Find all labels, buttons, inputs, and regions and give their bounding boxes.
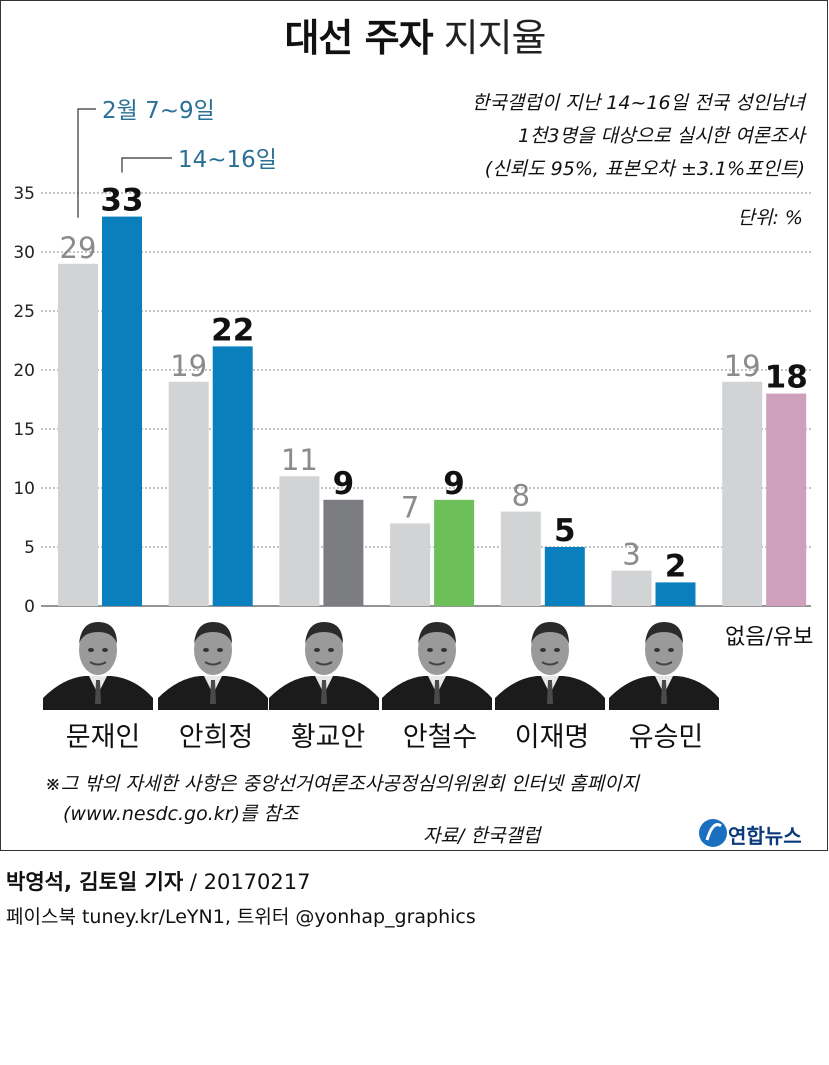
y-tick-label: 25	[13, 302, 35, 322]
candidate-name: 유승민	[628, 722, 704, 753]
chart-title: 대선 주자 지지율	[1, 7, 829, 62]
candidate-name: 안철수	[402, 722, 478, 753]
y-tick-label: 20	[13, 361, 35, 381]
data-label-prev: 7	[401, 490, 419, 524]
bar-curr	[766, 393, 807, 606]
data-label-curr: 33	[100, 183, 143, 219]
title-bold: 대선 주자	[284, 16, 433, 60]
portrait-silhouette-icon	[43, 614, 153, 710]
data-label-prev: 3	[622, 538, 640, 572]
bar-curr	[323, 499, 364, 606]
data-label-curr: 9	[443, 466, 465, 502]
bar-prev	[168, 381, 209, 606]
candidate-photo-ahn-cheolsoo	[382, 614, 492, 710]
bar-prev	[279, 476, 320, 606]
data-label-curr: 22	[211, 312, 254, 348]
survey-description: 한국갤럽이 지난 14~16일 전국 성인남녀 1천3명을 대상으로 실시한 여…	[472, 87, 805, 186]
candidate-photo-ahn-heejung	[158, 614, 268, 710]
logo-text: 연합뉴스	[728, 824, 802, 848]
source-label: 자료/ 한국갤럽	[423, 825, 541, 847]
portrait-silhouette-icon	[382, 614, 492, 710]
yonhap-logo-icon	[699, 819, 727, 847]
candidate-name: 문재인	[65, 722, 141, 753]
footnote-url: (www.nesdc.go.kr)를 참조	[63, 803, 299, 825]
data-label-prev: 29	[60, 231, 97, 265]
subtitle-line: 1천3명을 대상으로 실시한 여론조사	[517, 125, 805, 147]
legend-leader-curr	[121, 157, 172, 173]
byline: 박영석, 김토일 기자 / 20170217	[6, 866, 310, 896]
data-label-curr: 2	[665, 548, 687, 584]
bar-curr	[434, 499, 475, 606]
bar-curr	[544, 547, 585, 606]
bar-prev	[611, 570, 652, 606]
portrait-silhouette-icon	[609, 614, 719, 710]
y-tick-label: 5	[24, 538, 35, 558]
data-label-curr: 5	[554, 513, 576, 549]
bar-prev	[500, 511, 541, 606]
data-label-prev: 11	[281, 443, 318, 477]
candidate-name: 안희정	[178, 722, 254, 753]
data-label-prev: 8	[512, 479, 530, 513]
chart-frame: 대선 주자 지지율 한국갤럽이 지난 14~16일 전국 성인남녀 1천3명을 …	[0, 0, 828, 851]
bar-curr	[212, 346, 253, 606]
footnote: ※그 밖의 자세한 사항은 중앙선거여론조사공정심의위원회 인터넷 홈페이지	[45, 773, 640, 795]
unit-label: 단위: %	[737, 207, 803, 229]
byline-date: / 20170217	[183, 870, 311, 894]
legend-prev: 2월 7~9일	[102, 98, 215, 124]
candidate-photo-yoo	[609, 614, 719, 710]
portrait-silhouette-icon	[495, 614, 605, 710]
legend-curr: 14~16일	[178, 147, 277, 173]
bar-curr	[655, 582, 696, 606]
bar-prev	[722, 381, 763, 606]
social-links: 페이스북 tuney.kr/LeYN1, 트위터 @yonhap_graphic…	[6, 906, 476, 928]
subtitle-line: 한국갤럽이 지난 14~16일 전국 성인남녀	[471, 92, 805, 114]
data-label-prev: 19	[724, 349, 761, 383]
subtitle-line: (신뢰도 95%, 표본오차 ±3.1%포인트)	[484, 158, 805, 180]
data-label-curr: 9	[333, 466, 355, 502]
y-tick-label: 15	[13, 420, 35, 440]
y-tick-label: 10	[13, 479, 35, 499]
legend-leader-prev	[77, 108, 96, 218]
candidate-photo-lee	[495, 614, 605, 710]
data-label-curr: 18	[765, 360, 808, 396]
category-undecided: 없음/유보	[725, 625, 814, 650]
bar-curr	[102, 216, 142, 606]
y-tick-label: 0	[24, 597, 35, 617]
candidate-name: 이재명	[514, 722, 590, 753]
bar-prev	[58, 263, 98, 606]
bar-prev	[390, 523, 431, 606]
title-light: 지지율	[443, 16, 547, 60]
candidate-photo-hwang	[269, 614, 379, 710]
portrait-silhouette-icon	[158, 614, 268, 710]
data-label-prev: 19	[170, 349, 207, 383]
candidate-name: 황교안	[290, 722, 366, 753]
y-tick-label: 30	[13, 243, 35, 263]
byline-reporters: 박영석, 김토일 기자	[6, 870, 184, 894]
portrait-silhouette-icon	[269, 614, 379, 710]
y-tick-label: 35	[13, 184, 35, 204]
candidate-photo-moon	[43, 614, 153, 710]
